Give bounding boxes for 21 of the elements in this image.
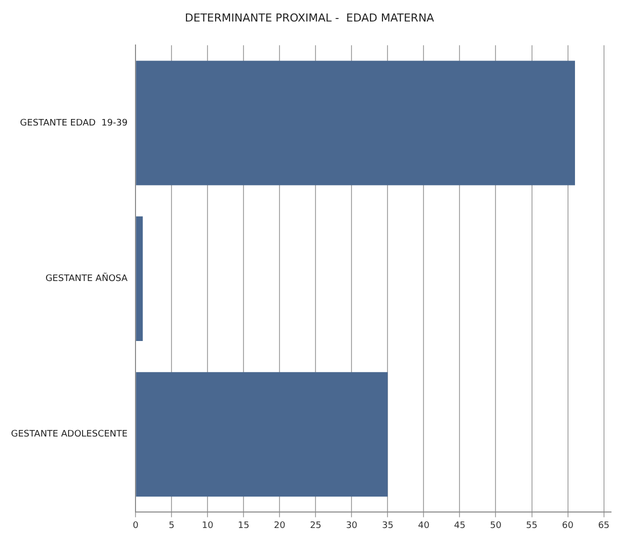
x-tick-label: 45 (454, 520, 466, 531)
x-tick-label: 60 (562, 520, 574, 531)
x-tick-label: 20 (274, 520, 286, 531)
bar (136, 60, 575, 186)
y-tick-label: GESTANTE AÑOSA (45, 272, 128, 284)
x-tick-label: 65 (598, 520, 610, 531)
bar (136, 216, 143, 341)
chart-title: DETERMINANTE PROXIMAL - EDAD MATERNA (184, 11, 435, 24)
bar (136, 372, 388, 497)
x-tick-label: 35 (382, 520, 394, 531)
x-tick-label: 10 (202, 520, 214, 531)
x-tick-label: 0 (132, 520, 139, 531)
y-tick-label: GESTANTE EDAD 19-39 (20, 118, 128, 128)
x-tick-label: 25 (310, 520, 322, 531)
x-tick-label: 30 (346, 520, 358, 531)
x-tick-label: 50 (490, 520, 502, 531)
x-tick-label: 55 (526, 520, 538, 531)
x-tick-label: 40 (418, 520, 430, 531)
y-tick-label: GESTANTE ADOLESCENTE (11, 430, 128, 440)
x-tick-label: 15 (238, 520, 250, 531)
x-tick-label: 5 (168, 520, 174, 531)
